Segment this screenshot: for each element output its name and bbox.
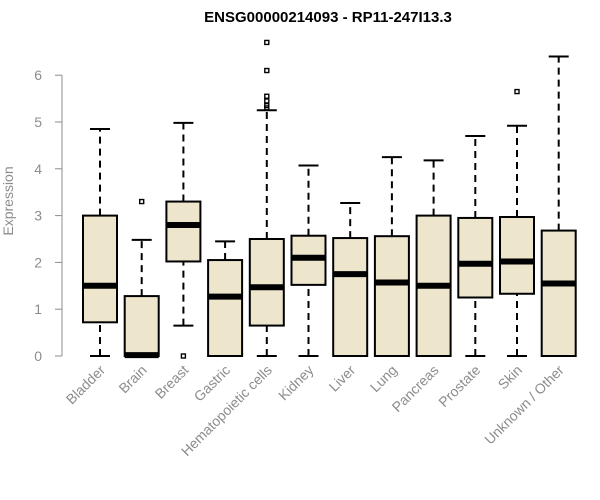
outlier-point	[264, 93, 270, 99]
outlier-point	[138, 198, 145, 205]
iqr-box	[457, 216, 494, 299]
boxes-group	[82, 39, 577, 359]
x-category-label: Kidney	[275, 362, 317, 404]
x-category-label: Unknown / Other	[481, 362, 567, 448]
box-unknown-other	[540, 55, 577, 358]
iqr-box	[207, 259, 244, 357]
box-kidney	[290, 164, 327, 357]
box-prostate	[457, 135, 494, 357]
box-lung	[373, 156, 410, 357]
iqr-box	[373, 235, 410, 357]
x-category-label: Prostate	[435, 362, 483, 410]
box-hematopoietic-cells	[248, 39, 285, 357]
outlier-point	[514, 88, 520, 95]
y-tick-label: 4	[34, 161, 42, 177]
y-axis: 0 1 2 3 4 5 6	[34, 67, 63, 364]
outlier-point	[180, 353, 187, 359]
box-brain	[123, 198, 160, 359]
box-bladder	[82, 128, 118, 357]
y-tick-label: 2	[34, 254, 42, 270]
iqr-box	[332, 237, 369, 357]
y-tick-label: 3	[34, 208, 42, 224]
y-tick-label: 0	[34, 348, 42, 364]
y-axis-label: Expression	[0, 166, 16, 235]
x-category-label: Breast	[152, 362, 192, 402]
iqr-box	[248, 238, 285, 327]
iqr-box	[499, 216, 535, 295]
x-category-label: Brain	[115, 362, 149, 396]
outlier-point	[264, 39, 270, 46]
box-skin	[499, 88, 535, 357]
y-tick-label: 5	[34, 114, 42, 130]
x-category-label: Lung	[367, 362, 400, 395]
box-gastric	[207, 240, 244, 357]
iqr-box	[165, 200, 202, 263]
outlier-point	[264, 67, 270, 74]
box-liver	[332, 201, 369, 357]
iqr-box	[123, 295, 160, 358]
x-category-label: Skin	[495, 362, 526, 393]
x-category-label: Liver	[326, 362, 359, 395]
y-tick-label: 6	[34, 67, 42, 83]
box-pancreas	[415, 159, 452, 357]
y-tick-label: 1	[34, 301, 42, 317]
box-breast	[165, 121, 202, 359]
iqr-box	[82, 214, 118, 324]
x-category-label: Bladder	[63, 362, 109, 408]
outlier-point	[264, 98, 270, 104]
iqr-box	[540, 229, 577, 358]
chart-title: ENSG00000214093 - RP11-247I13.3	[204, 9, 452, 26]
